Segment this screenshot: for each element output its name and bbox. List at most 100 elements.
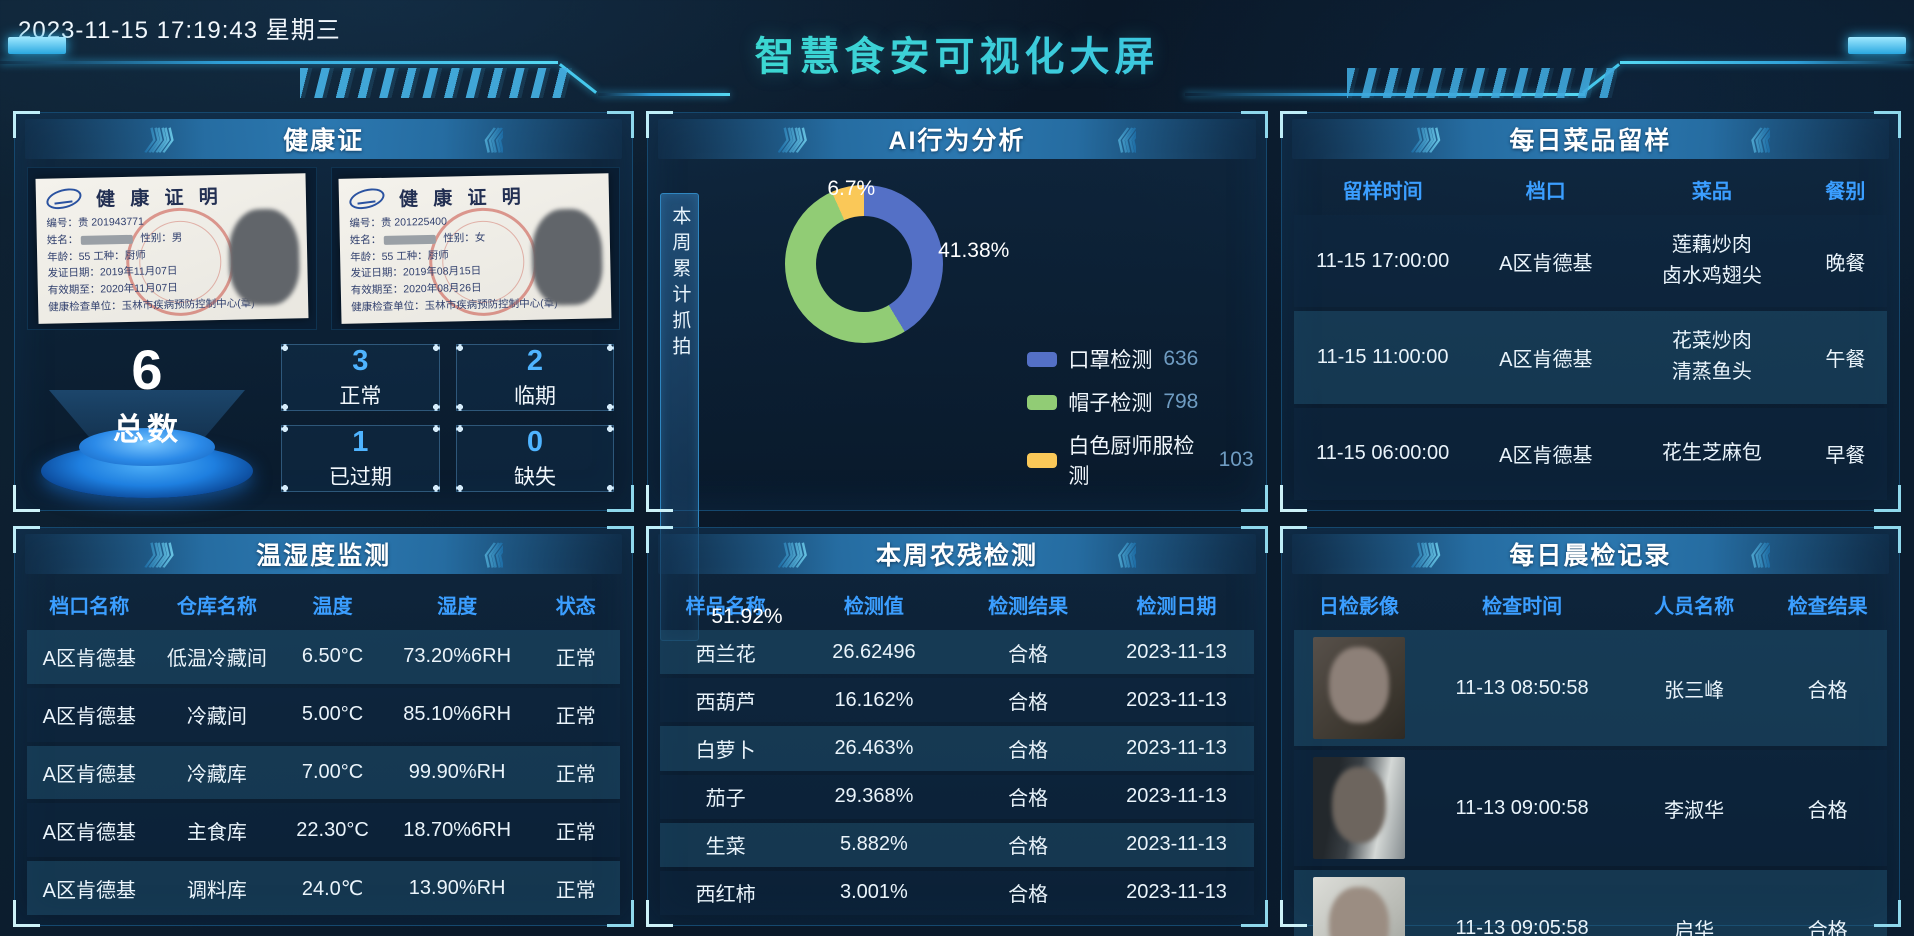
blurred-face	[1328, 887, 1389, 936]
stat-value: 1	[352, 426, 369, 458]
cell-date: 2023-11-13	[1126, 785, 1227, 808]
panel-ai-behavior: 》》》 AI行为分析 《《《 2023-11-15 星期三 -15 17:10:…	[646, 111, 1268, 641]
table-row[interactable]: 西兰花 26.62496 合格 2023-11-13	[660, 630, 1254, 675]
table-row[interactable]: 生菜 5.882% 合格 2023-11-13	[660, 822, 1254, 867]
datetime-display: 2023-11-15 17:19:43 星期三	[18, 10, 341, 45]
cell-person-name: 张三峰	[1664, 679, 1725, 702]
temp-humidity-table: 档口名称 仓库名称 温度 湿度 状态 A区肯德基 低温冷藏间 6.50°C 73…	[27, 582, 621, 915]
col-stall-name: 档口名称	[49, 595, 130, 618]
table-row[interactable]: 11-15 17:00:00 A区肯德基 莲藕炒肉 卤水鸡翅尖 晚餐	[1293, 215, 1887, 308]
stat-missing[interactable]: 0 缺失	[455, 425, 615, 492]
slash-stripes-right	[1347, 68, 1617, 98]
chevrons-right-icon: 》》》	[1411, 536, 1451, 573]
panel-title: 每日晨检记录	[1509, 542, 1672, 570]
legend-value: 636	[1163, 347, 1199, 370]
col-dish: 菜品	[1691, 180, 1732, 203]
chevrons-right-icon: 》》》	[778, 121, 818, 158]
table-row[interactable]: A区肯德基 冷藏间 5.00°C 85.10%6RH 正常	[27, 687, 621, 742]
table-row[interactable]: 11-15 06:00:00 A区肯德基 花生芝麻包 早餐	[1293, 407, 1887, 500]
certificate-title: 健 康 证 明	[399, 186, 527, 211]
cell-stall: A区肯德基	[1499, 348, 1593, 371]
panel-temp-humidity: 》》》 温湿度监测 《《《 档口名称 仓库名称 温度 湿度 状态 A区肯德基 低…	[12, 526, 635, 926]
header-line-left-lower	[598, 93, 730, 96]
chevrons-right-icon: 》》》	[778, 536, 818, 573]
certificate-images: 健 康 证 明 编号：贵 201943771 姓名： 性别：男 年龄：55 工种：…	[27, 167, 621, 330]
panel-dish-samples: 》》》 每日菜品留样 《《《 留样时间 档口 菜品 餐别 11-15 17:00…	[1279, 111, 1902, 511]
cell-date: 2023-11-13	[1126, 736, 1227, 759]
table-row[interactable]: 茄子 29.368% 合格 2023-11-13	[660, 774, 1254, 819]
cell-temperature: 5.00°C	[301, 703, 364, 726]
cell-warehouse: 冷藏间	[186, 706, 247, 729]
status-badge: 正常	[555, 648, 596, 671]
table-row[interactable]: 西葫芦 16.162% 合格 2023-11-13	[660, 678, 1254, 723]
table-row[interactable]: A区肯德基 主食库 22.30°C 18.70%6RH 正常	[27, 803, 621, 858]
col-check-result: 检查结果	[1787, 595, 1868, 618]
legend-item-mask[interactable]: 口罩检测 636	[1027, 344, 1253, 374]
stat-near-expiry[interactable]: 2 临期	[455, 344, 615, 411]
table-row[interactable]: 11-13 09:00:58 李淑华 合格	[1293, 750, 1887, 866]
cdc-logo-icon	[347, 184, 388, 213]
cert-total-value: 6	[131, 338, 163, 401]
dashboard-grid: 》》》 健康证 《《《 健 康 证 明 编号：贵 201943771 姓名： 性别…	[12, 111, 1902, 936]
col-status: 状态	[555, 595, 596, 618]
stat-expired[interactable]: 1 已过期	[281, 425, 440, 492]
panel-title-bar: 》》》 每日晨检记录 《《《	[1291, 534, 1889, 574]
header-line-left	[0, 61, 558, 64]
stat-normal[interactable]: 3 正常	[281, 344, 440, 411]
stat-value: 3	[352, 345, 369, 377]
col-stall: 档口	[1525, 180, 1566, 203]
table-row[interactable]: 西红柿 3.001% 合格 2023-11-13	[660, 870, 1254, 916]
health-certificate-image[interactable]: 健 康 证 明 编号：贵 201225400 姓名： 性别：女 年龄：55 工种：…	[330, 167, 621, 330]
cell-humidity: 73.20%6RH	[403, 645, 512, 668]
cell-stall: A区肯德基	[1499, 445, 1593, 468]
table-row[interactable]: 11-15 11:00:00 A区肯德基 花菜炒肉 清蒸鱼头 午餐	[1293, 311, 1887, 404]
panel-title-bar: 》》》 温湿度监测 《《《	[25, 534, 623, 574]
table-row[interactable]: 白萝卜 26.463% 合格 2023-11-13	[660, 726, 1254, 771]
table-row[interactable]: A区肯德基 调料库 24.0℃ 13.90%RH 正常	[27, 861, 621, 915]
cell-sample: 西红柿	[695, 884, 756, 907]
cell-check-time: 11-13 09:05:58	[1455, 916, 1589, 936]
cell-dishes: 莲藕炒肉 卤水鸡翅尖	[1661, 234, 1762, 288]
slash-stripes-left	[300, 68, 572, 98]
cell-result: 合格	[1008, 691, 1049, 714]
donut-pct-mask: 41.38%	[938, 239, 1010, 262]
cell-humidity: 85.10%6RH	[403, 703, 512, 726]
redacted-name	[79, 234, 133, 245]
status-badge: 正常	[555, 706, 596, 729]
table-row[interactable]: A区肯德基 低温冷藏间 6.50°C 73.20%6RH 正常	[27, 630, 621, 684]
legend-item-hat[interactable]: 帽子检测 798	[1027, 387, 1253, 417]
stat-label: 正常	[339, 385, 382, 408]
table-row[interactable]: 11-13 08:50:58 张三峰 合格	[1293, 630, 1887, 746]
cell-humidity: 18.70%6RH	[403, 818, 512, 841]
chevrons-right-icon: 》》》	[1411, 121, 1451, 158]
col-temperature: 温度	[312, 595, 353, 618]
cell-person-name: 启华	[1674, 919, 1715, 936]
legend-item-uniform[interactable]: 白色厨师服检测 103	[1027, 430, 1254, 490]
panel-title: 温湿度监测	[256, 542, 392, 570]
cell-sample: 生菜	[705, 836, 746, 859]
status-badge: 正常	[555, 763, 596, 786]
legend-value: 798	[1163, 390, 1199, 413]
cert-stats: 3 正常 2 临期 1 已过期 0 缺失	[267, 342, 620, 500]
person-photo-blurred	[228, 208, 301, 306]
cell-stall: A区肯德基	[42, 821, 136, 844]
dish-samples-table: 留样时间 档口 菜品 餐别 11-15 17:00:00 A区肯德基 莲藕炒肉卤…	[1293, 167, 1887, 500]
cell-stall: A区肯德基	[42, 763, 136, 786]
cell-value: 5.882%	[840, 833, 908, 856]
donut-pct-uniform: 6.7%	[827, 177, 876, 200]
daily-check-photo	[1312, 757, 1405, 859]
health-certificate-image[interactable]: 健 康 证 明 编号：贵 201943771 姓名： 性别：男 年龄：55 工种：…	[27, 167, 317, 330]
table-row[interactable]: A区肯德基 冷藏库 7.00°C 99.90%RH 正常	[27, 745, 621, 800]
cell-meal: 晚餐	[1825, 252, 1866, 275]
cell-result: 合格	[1008, 643, 1049, 666]
cell-dishes: 花生芝麻包	[1661, 442, 1762, 465]
table-row[interactable]: 11-13 09:05:58 启华 合格	[1293, 870, 1887, 936]
person-photo-blurred	[531, 208, 604, 306]
cell-value: 3.001%	[840, 881, 908, 904]
cell-temperature: 22.30°C	[296, 818, 369, 841]
col-warehouse: 仓库名称	[176, 595, 257, 618]
table-header-row: 日检影像 检查时间 人员名称 检查结果	[1294, 582, 1887, 626]
cell-value: 29.368%	[834, 785, 914, 808]
col-person-name: 人员名称	[1654, 595, 1735, 618]
cell-result: 合格	[1008, 739, 1049, 762]
